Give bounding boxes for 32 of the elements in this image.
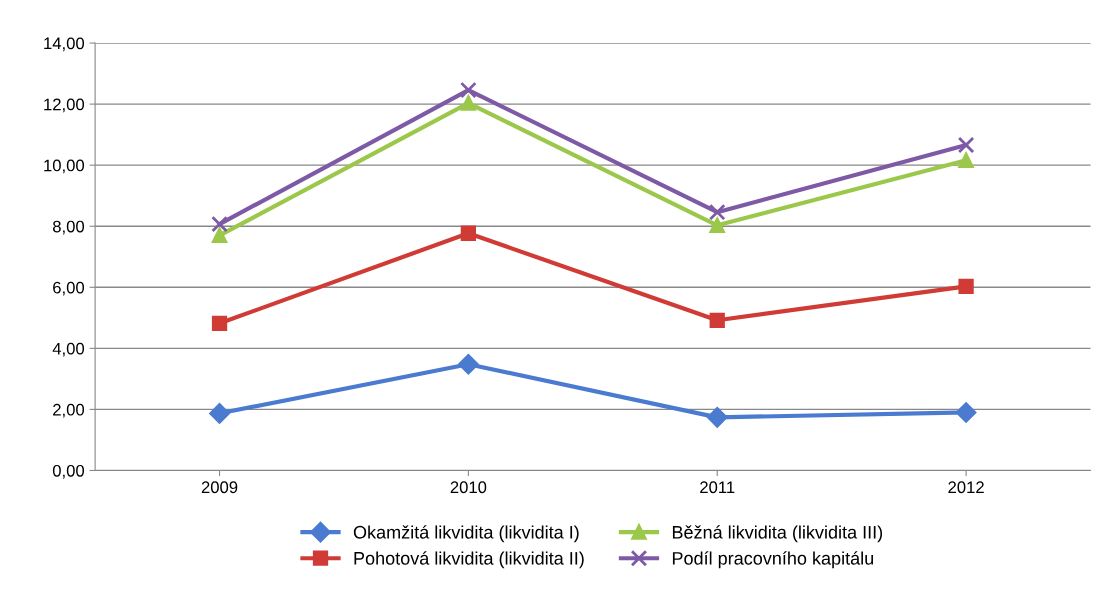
- x-tick-label: 2010: [450, 481, 487, 494]
- y-tick-label: 14,00: [44, 37, 85, 52]
- x-tick-label: 2009: [201, 481, 238, 494]
- point: [707, 407, 728, 428]
- x-tick-label: 2012: [948, 481, 984, 494]
- y-tick-label: 8,00: [52, 220, 85, 235]
- point: [955, 402, 977, 423]
- point: [460, 95, 477, 111]
- y-tick-label: 2,00: [53, 403, 85, 418]
- legend-label: Pohotová likvidita (likvidita II): [354, 551, 584, 569]
- y-tick-label: 12,00: [44, 98, 85, 113]
- point: [958, 152, 974, 168]
- x-tick-label: 2011: [700, 481, 735, 494]
- y-tick-label: 4,00: [52, 342, 85, 357]
- legend-label: Podíl pracovního kapitálu: [672, 551, 874, 569]
- point: [211, 227, 228, 244]
- legend-label: Běžná likvidita (likvidita III): [672, 525, 883, 543]
- y-tick-label: 10,00: [44, 159, 85, 174]
- point: [958, 278, 974, 295]
- y-tick-label: 6,00: [53, 281, 85, 296]
- point: [957, 136, 975, 154]
- point: [211, 315, 228, 331]
- point: [709, 217, 725, 233]
- point: [709, 312, 725, 328]
- legend-label: Okamžitá likvidita (likvidita I): [353, 525, 579, 543]
- point: [211, 215, 228, 233]
- point: [458, 354, 479, 375]
- point: [209, 403, 230, 424]
- y-tick-label: 0,00: [52, 464, 85, 479]
- point: [708, 203, 726, 221]
- point: [460, 81, 477, 99]
- point: [460, 225, 477, 241]
